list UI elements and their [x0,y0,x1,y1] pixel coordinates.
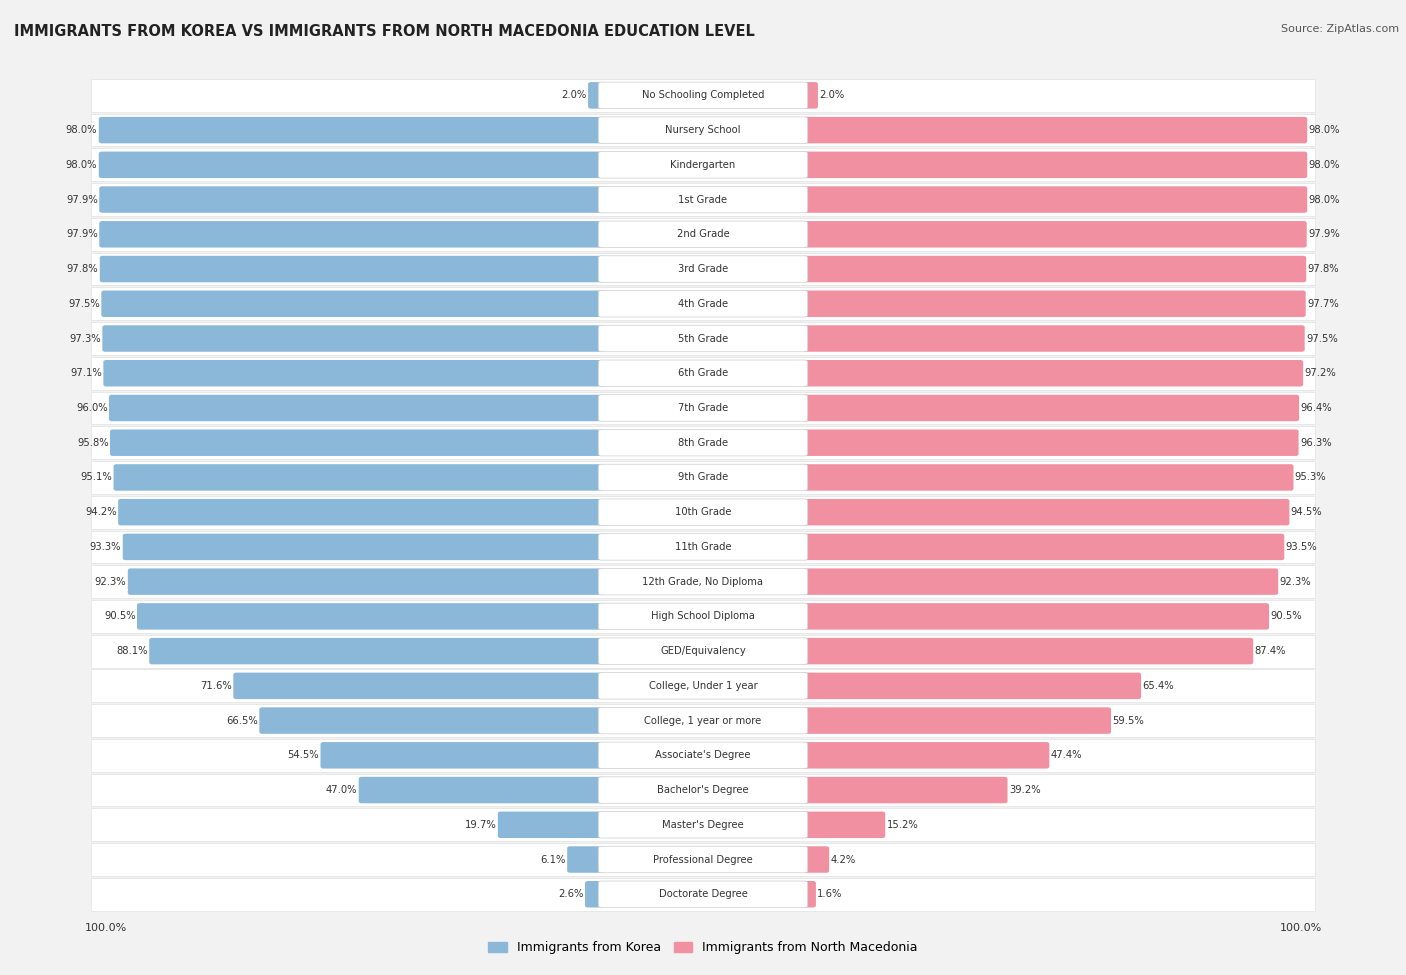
Text: 94.2%: 94.2% [86,507,117,517]
Text: 1st Grade: 1st Grade [679,195,727,205]
Text: Master's Degree: Master's Degree [662,820,744,830]
Text: 7th Grade: 7th Grade [678,403,728,413]
Text: 39.2%: 39.2% [1010,785,1040,795]
Text: 71.6%: 71.6% [200,681,232,691]
Text: 97.5%: 97.5% [1306,333,1339,343]
Text: 97.8%: 97.8% [1308,264,1340,274]
Text: Source: ZipAtlas.com: Source: ZipAtlas.com [1281,24,1399,34]
Text: 97.8%: 97.8% [66,264,98,274]
Text: 1.6%: 1.6% [817,889,842,899]
Text: 93.3%: 93.3% [90,542,121,552]
Text: 2.0%: 2.0% [820,91,845,100]
Text: Professional Degree: Professional Degree [654,854,752,865]
Text: College, Under 1 year: College, Under 1 year [648,681,758,691]
Text: 12th Grade, No Diploma: 12th Grade, No Diploma [643,576,763,587]
Text: 97.9%: 97.9% [66,229,98,239]
Text: 100.0%: 100.0% [84,923,127,933]
Text: 47.4%: 47.4% [1050,751,1083,760]
Text: 98.0%: 98.0% [66,160,97,170]
Text: 92.3%: 92.3% [94,576,127,587]
Text: 19.7%: 19.7% [465,820,496,830]
Text: 5th Grade: 5th Grade [678,333,728,343]
Text: 6th Grade: 6th Grade [678,369,728,378]
Text: 66.5%: 66.5% [226,716,257,725]
Text: No Schooling Completed: No Schooling Completed [641,91,765,100]
Text: 15.2%: 15.2% [887,820,918,830]
Text: 98.0%: 98.0% [1309,160,1340,170]
Text: IMMIGRANTS FROM KOREA VS IMMIGRANTS FROM NORTH MACEDONIA EDUCATION LEVEL: IMMIGRANTS FROM KOREA VS IMMIGRANTS FROM… [14,24,755,39]
Text: 97.1%: 97.1% [70,369,103,378]
Text: 11th Grade: 11th Grade [675,542,731,552]
Text: 96.3%: 96.3% [1301,438,1331,448]
Text: 93.5%: 93.5% [1285,542,1317,552]
Text: 59.5%: 59.5% [1112,716,1144,725]
Text: 97.5%: 97.5% [67,298,100,309]
Text: 2.6%: 2.6% [558,889,583,899]
Text: 65.4%: 65.4% [1143,681,1174,691]
Text: College, 1 year or more: College, 1 year or more [644,716,762,725]
Text: 92.3%: 92.3% [1279,576,1312,587]
Text: 95.3%: 95.3% [1295,473,1326,483]
Text: 97.3%: 97.3% [69,333,101,343]
Text: 98.0%: 98.0% [66,125,97,136]
Text: 90.5%: 90.5% [104,611,135,621]
Text: 95.1%: 95.1% [80,473,112,483]
Text: 90.5%: 90.5% [1271,611,1302,621]
Text: 3rd Grade: 3rd Grade [678,264,728,274]
Text: 97.9%: 97.9% [1308,229,1340,239]
Text: High School Diploma: High School Diploma [651,611,755,621]
Text: 87.4%: 87.4% [1254,646,1286,656]
Text: Bachelor's Degree: Bachelor's Degree [657,785,749,795]
Text: Nursery School: Nursery School [665,125,741,136]
Text: Doctorate Degree: Doctorate Degree [658,889,748,899]
Text: 8th Grade: 8th Grade [678,438,728,448]
Text: 6.1%: 6.1% [540,854,565,865]
Text: 97.2%: 97.2% [1305,369,1336,378]
Text: 9th Grade: 9th Grade [678,473,728,483]
Text: 98.0%: 98.0% [1309,195,1340,205]
Legend: Immigrants from Korea, Immigrants from North Macedonia: Immigrants from Korea, Immigrants from N… [484,936,922,959]
Text: 88.1%: 88.1% [117,646,148,656]
Text: 4.2%: 4.2% [831,854,856,865]
Text: 94.5%: 94.5% [1291,507,1323,517]
Text: 100.0%: 100.0% [1279,923,1322,933]
Text: 54.5%: 54.5% [287,751,319,760]
Text: 96.0%: 96.0% [76,403,108,413]
Text: 4th Grade: 4th Grade [678,298,728,309]
Text: 96.4%: 96.4% [1301,403,1331,413]
Text: 2.0%: 2.0% [561,91,586,100]
Text: Kindergarten: Kindergarten [671,160,735,170]
Text: 98.0%: 98.0% [1309,125,1340,136]
Text: GED/Equivalency: GED/Equivalency [661,646,745,656]
Text: 97.9%: 97.9% [66,195,98,205]
Text: 95.8%: 95.8% [77,438,108,448]
Text: 10th Grade: 10th Grade [675,507,731,517]
Text: 2nd Grade: 2nd Grade [676,229,730,239]
Text: 47.0%: 47.0% [326,785,357,795]
Text: Associate's Degree: Associate's Degree [655,751,751,760]
Text: 97.7%: 97.7% [1308,298,1339,309]
